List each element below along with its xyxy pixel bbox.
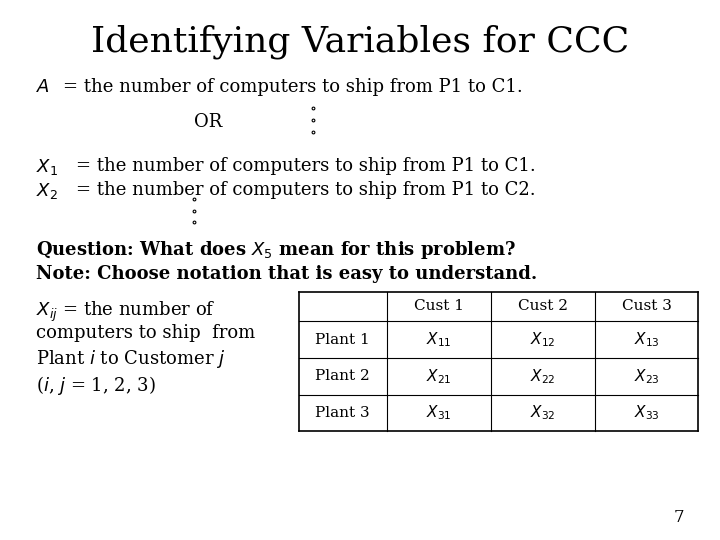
Text: $X_{13}$: $X_{13}$	[634, 330, 660, 349]
Text: $X_{22}$: $X_{22}$	[530, 367, 555, 386]
Text: $X_{32}$: $X_{32}$	[530, 404, 555, 422]
Text: = the number of computers to ship from P1 to C2.: = the number of computers to ship from P…	[76, 181, 535, 199]
Text: $X_2$: $X_2$	[36, 181, 58, 201]
Text: = the number of computers to ship from P1 to C1.: = the number of computers to ship from P…	[76, 157, 536, 174]
Text: Question: What does $X_5$ mean for this problem?: Question: What does $X_5$ mean for this …	[36, 239, 516, 261]
Text: $X_{31}$: $X_{31}$	[426, 404, 451, 422]
Text: computers to ship  from: computers to ship from	[36, 324, 256, 342]
Text: $X_{33}$: $X_{33}$	[634, 404, 660, 422]
Text: Identifying Variables for CCC: Identifying Variables for CCC	[91, 24, 629, 59]
Text: $X_{23}$: $X_{23}$	[634, 367, 660, 386]
Text: Plant 3: Plant 3	[315, 406, 370, 420]
Text: ($i$, $j$ = 1, 2, 3): ($i$, $j$ = 1, 2, 3)	[36, 374, 156, 397]
Text: = the number of computers to ship from P1 to C1.: = the number of computers to ship from P…	[63, 78, 523, 96]
Text: Plant 1: Plant 1	[315, 333, 370, 347]
Text: Cust 1: Cust 1	[414, 300, 464, 313]
Text: Cust 3: Cust 3	[621, 300, 671, 313]
Text: Note: Choose notation that is easy to understand.: Note: Choose notation that is easy to un…	[36, 265, 537, 282]
Text: $X_1$: $X_1$	[36, 157, 58, 177]
Text: OR: OR	[194, 113, 222, 131]
Text: 7: 7	[673, 510, 684, 526]
Text: $X_{ij}$ = the number of: $X_{ij}$ = the number of	[36, 300, 216, 324]
Text: $X_{11}$: $X_{11}$	[426, 330, 451, 349]
Text: $A$: $A$	[36, 78, 50, 96]
Text: Plant 2: Plant 2	[315, 369, 370, 383]
Text: $X_{21}$: $X_{21}$	[426, 367, 451, 386]
Text: Plant $i$ to Customer $j$: Plant $i$ to Customer $j$	[36, 348, 225, 370]
Text: Cust 2: Cust 2	[518, 300, 567, 313]
Text: $X_{12}$: $X_{12}$	[530, 330, 555, 349]
